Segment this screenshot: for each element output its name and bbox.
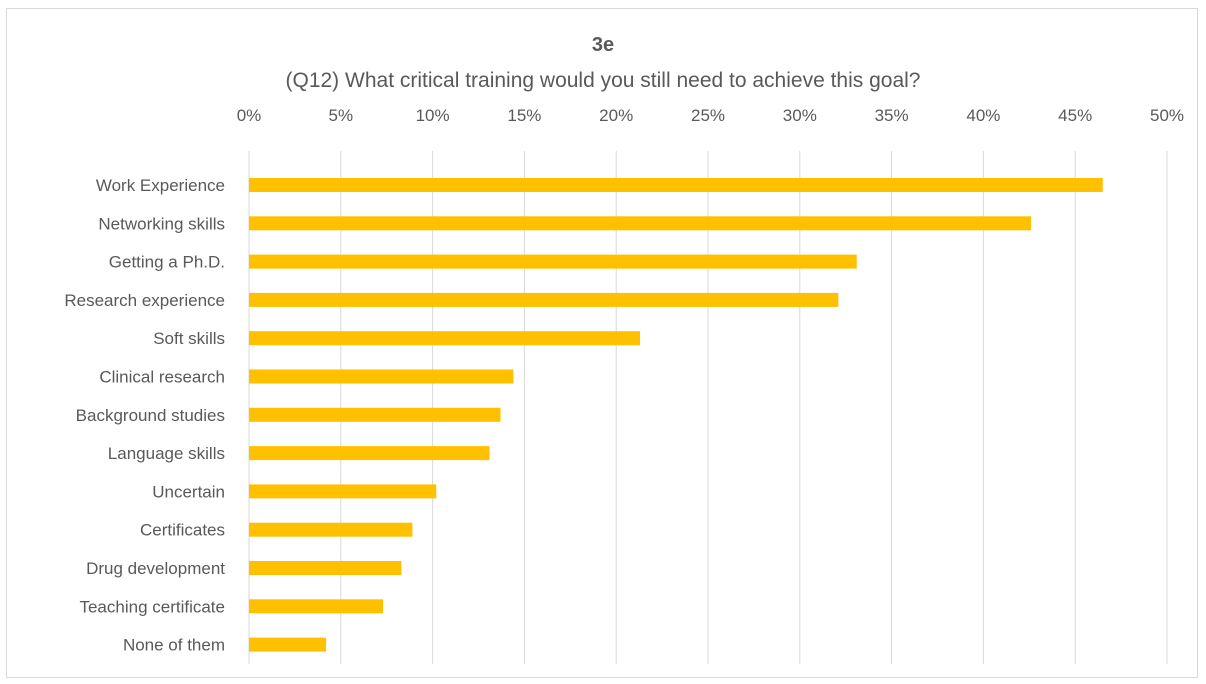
category-label: Language skills bbox=[108, 444, 225, 463]
bars bbox=[249, 178, 1103, 652]
bar bbox=[249, 407, 501, 422]
x-tick-label: 30% bbox=[783, 106, 817, 125]
chart-title: 3e bbox=[592, 34, 614, 56]
x-tick-label: 25% bbox=[691, 106, 725, 125]
bar bbox=[249, 331, 641, 346]
bar-chart: 3e (Q12) What critical training would yo… bbox=[64, 34, 1184, 664]
x-tick-label: 15% bbox=[507, 106, 541, 125]
gridlines bbox=[248, 151, 1168, 664]
category-label: Research experience bbox=[64, 291, 225, 310]
category-label: Teaching certificate bbox=[79, 597, 225, 616]
bar bbox=[249, 522, 413, 537]
x-tick-label: 35% bbox=[875, 106, 909, 125]
x-tick-label: 45% bbox=[1058, 106, 1092, 125]
bar bbox=[249, 216, 1032, 231]
chart-frame: 3e (Q12) What critical training would yo… bbox=[6, 8, 1198, 678]
bar bbox=[249, 254, 857, 269]
chart-subtitle: (Q12) What critical training would you s… bbox=[286, 69, 921, 92]
x-axis-tick-labels: 0% 5% 10% 15% 20% 25% 30% 35% 40% 45% 50% bbox=[237, 106, 1184, 125]
category-label: Uncertain bbox=[152, 482, 225, 501]
category-label: Drug development bbox=[86, 559, 225, 578]
bar bbox=[249, 637, 327, 652]
category-labels: Work Experience Networking skills Getting … bbox=[64, 176, 225, 655]
category-label: None of them bbox=[123, 636, 225, 655]
x-tick-label: 10% bbox=[416, 106, 450, 125]
category-label: Soft skills bbox=[153, 329, 225, 348]
category-label: Work Experience bbox=[96, 176, 225, 195]
x-tick-label: 40% bbox=[966, 106, 1000, 125]
category-label: Networking skills bbox=[98, 214, 225, 233]
category-label: Background studies bbox=[76, 406, 225, 425]
bar bbox=[249, 561, 402, 575]
bar bbox=[249, 484, 437, 499]
category-label: Certificates bbox=[140, 521, 225, 540]
bar bbox=[249, 178, 1103, 192]
x-tick-label: 20% bbox=[599, 106, 633, 125]
bar bbox=[249, 446, 490, 461]
x-tick-label: 0% bbox=[237, 106, 262, 125]
x-tick-label: 5% bbox=[329, 106, 354, 125]
category-label: Clinical research bbox=[99, 368, 225, 387]
bar bbox=[249, 292, 839, 307]
bar bbox=[249, 599, 384, 614]
x-tick-label: 50% bbox=[1150, 106, 1184, 125]
category-label: Getting a Ph.D. bbox=[109, 253, 225, 272]
bar bbox=[249, 369, 514, 384]
